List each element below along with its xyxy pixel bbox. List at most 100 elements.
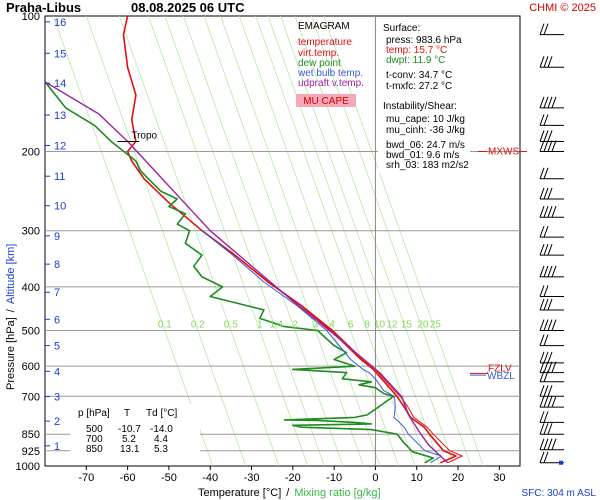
wind-barb-feather xyxy=(543,298,549,311)
mixing-ratio-lines xyxy=(52,16,484,466)
wind-barb-feather xyxy=(539,167,545,179)
mixing-ratio-label: 3 xyxy=(313,320,319,331)
wind-barb-feather xyxy=(543,23,549,35)
wind-barb xyxy=(539,265,564,278)
table-header-td: Td [°C] xyxy=(146,408,177,419)
wind-barb-feather xyxy=(547,298,553,311)
pressure-tick-label: 600 xyxy=(22,361,40,373)
mixing-ratio-label: 12 xyxy=(386,320,398,331)
mixing-ratio-line xyxy=(52,16,214,466)
altitude-tick-label: 1 xyxy=(54,441,60,453)
fzlv-label: FZLV xyxy=(488,363,512,374)
mixing-ratio-label: 1 xyxy=(257,320,263,331)
wind-barb-feather xyxy=(543,114,549,126)
wind-barb-feather xyxy=(543,351,549,364)
altitude-tick-label: 11 xyxy=(54,171,65,183)
bwd01-value: bwd_01: 9.6 m/s xyxy=(386,150,459,161)
srh03-value: srh_03: 183 m2/s2 xyxy=(386,160,469,171)
wind-barb-feather xyxy=(539,351,545,364)
legend-dew-point: dew point xyxy=(298,58,341,69)
table-header-p: p [hPa] xyxy=(78,408,110,419)
wind-barb-feather xyxy=(551,319,557,331)
altitude-tick-label: 9 xyxy=(54,231,60,243)
wind-barb xyxy=(539,370,564,383)
t-mxfc: t-mxfc: 27.2 °C xyxy=(386,81,452,92)
wind-barb-feather xyxy=(547,130,553,142)
mixing-ratio-label: 0.2 xyxy=(191,320,205,331)
mixing-ratio-line xyxy=(311,16,472,466)
wind-barb xyxy=(539,395,564,408)
wind-barb-feather xyxy=(543,285,549,297)
wind-barb-feather xyxy=(547,395,553,408)
wind-barb xyxy=(539,96,564,109)
wind-barb-feather xyxy=(539,423,545,435)
profile-wet-bulb-temp xyxy=(201,230,442,464)
tropopause-marker: Tropo xyxy=(117,130,158,142)
wind-barb-feather xyxy=(539,411,545,423)
temperature-tick-label: 20 xyxy=(452,472,464,484)
pressure-tick-label: 850 xyxy=(22,429,40,441)
station-name: Praha-Libus xyxy=(6,0,81,15)
temperature-tick-label: -20 xyxy=(285,472,301,484)
wind-barb-feather xyxy=(547,423,553,435)
levels-table-bg xyxy=(70,404,200,456)
t-conv: t-conv: 34.7 °C xyxy=(386,70,452,81)
wind-barb-feather xyxy=(547,265,553,278)
altitude-tick-label: 4 xyxy=(54,366,60,378)
altitude-tick-label: 14 xyxy=(54,78,66,90)
mixing-ratio-line xyxy=(220,16,381,466)
table-row-500-p: 500 xyxy=(86,424,103,435)
wind-barb xyxy=(539,56,564,68)
tropopause-label: Tropo xyxy=(131,130,157,141)
wind-barb-feather xyxy=(539,451,545,463)
wind-barb xyxy=(539,298,564,311)
wind-barb-feather xyxy=(543,361,549,373)
mixing-ratio-line xyxy=(294,16,455,466)
wind-barb-feather xyxy=(547,140,553,152)
table-row-850-t: 13.1 xyxy=(120,444,140,455)
profile-virt-temp xyxy=(201,230,463,464)
wind-barb-feather xyxy=(539,56,545,68)
mixing-ratio-label: 0.5 xyxy=(224,320,238,331)
wind-barb-feather xyxy=(543,225,549,238)
mu-cape-value: mu_cape: 10 J/kg xyxy=(386,114,465,125)
credit-label: CHMI © 2025 xyxy=(529,2,596,14)
bwd06-value: bwd_06: 24.7 m/s xyxy=(386,140,465,151)
wind-barb-feather xyxy=(543,167,549,179)
wind-barb-feather xyxy=(543,395,549,408)
pressure-tick-label: 700 xyxy=(22,391,40,403)
y-axis-pressure-label: Pressure [hPa] xyxy=(5,317,17,390)
mxws-label: MXWS xyxy=(488,146,519,157)
wind-barb-feather xyxy=(539,334,545,346)
wind-barb-feather xyxy=(543,140,549,152)
wind-barb xyxy=(539,385,564,397)
mixing-ratio-label: 8 xyxy=(364,320,370,331)
sounding-profiles xyxy=(45,16,463,464)
altitude-tick-label: 13 xyxy=(54,110,66,122)
wind-barb-feather xyxy=(539,23,545,35)
wind-barb-feather xyxy=(551,265,557,278)
wind-barb xyxy=(539,23,564,36)
mixing-ratio-label: 15 xyxy=(401,320,413,331)
mixing-ratio-line xyxy=(267,16,428,466)
wind-barb-feather xyxy=(551,438,557,450)
info-panel-bg xyxy=(378,18,470,173)
altitude-tick-label: 5 xyxy=(54,341,60,353)
altitude-tick-label: 6 xyxy=(54,314,60,326)
altitude-tick-label: 10 xyxy=(54,201,66,213)
profile-udpraft-v-temp xyxy=(45,81,449,464)
wind-barb xyxy=(539,319,564,332)
wind-barb-feather xyxy=(547,96,553,109)
wind-barb-feather xyxy=(551,140,557,152)
wind-barb-feather xyxy=(539,285,545,297)
temperature-tick-label: 10 xyxy=(411,472,423,484)
wind-barb-feather xyxy=(539,114,545,126)
mu-cinh-value: mu_cinh: -36 J/kg xyxy=(386,125,465,136)
surface-temp: temp: 15.7 °C xyxy=(386,45,447,56)
wind-barb-feather xyxy=(543,319,549,331)
wind-barb-feather xyxy=(547,438,553,450)
mu-cape-badge xyxy=(296,94,356,107)
table-row-850-p: 850 xyxy=(86,444,103,455)
pressure-tick-label: 300 xyxy=(22,226,40,238)
